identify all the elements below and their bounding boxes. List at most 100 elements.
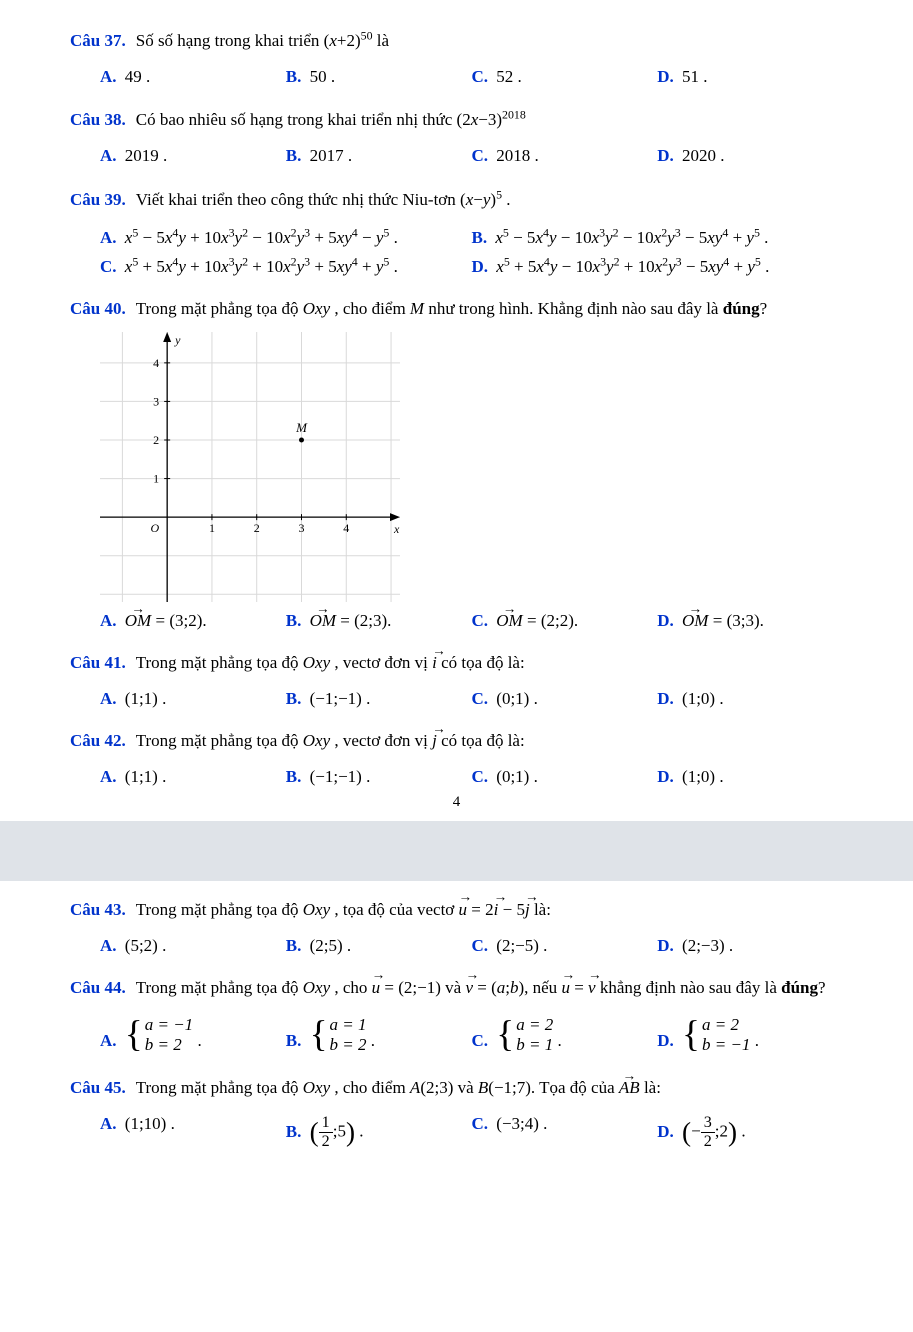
choice: C. (0;1) .: [472, 686, 658, 712]
choice-text: (2;−5) .: [496, 936, 547, 955]
choice-label: B.: [286, 936, 302, 955]
choice-label: C.: [472, 1114, 489, 1133]
choice-text: OM = (2;2).: [496, 611, 578, 630]
choice: D. OM = (3;3).: [657, 608, 843, 634]
choice: C. (2;−5) .: [472, 933, 658, 959]
svg-text:2: 2: [153, 433, 159, 447]
choice-text: (1;0) .: [682, 689, 724, 708]
choices: A. (1;1) .B. (−1;−1) .C. (0;1) .D. (1;0)…: [100, 686, 843, 712]
choices: A. x5 − 5x4y + 10x3y2 − 10x2y3 + 5xy4 − …: [100, 223, 843, 280]
question-text: Trong mặt phẳng tọa độ Oxy , cho u = (2;…: [136, 978, 826, 997]
choice: B. {a = 1b = 2 .: [286, 1010, 472, 1059]
question-label: Câu 40.: [70, 299, 126, 318]
question-label: Câu 41.: [70, 653, 126, 672]
choice: C. (0;1) .: [472, 764, 658, 790]
choice: D. (−32;2) .: [657, 1111, 843, 1154]
choice-text: (0;1) .: [496, 689, 538, 708]
choice: D. (2;−3) .: [657, 933, 843, 959]
choice: C. (−3;4) .: [472, 1111, 658, 1154]
question-text: Số số hạng trong khai triển (x+2)50 là: [136, 31, 389, 50]
choice-label: A.: [100, 611, 117, 630]
choice: D. {a = 2b = −1 .: [657, 1010, 843, 1059]
choice-label: A.: [100, 228, 117, 247]
page-gap: [0, 821, 913, 881]
choice-text: 2017 .: [310, 146, 353, 165]
choice: A. (1;1) .: [100, 764, 286, 790]
question-text: Trong mặt phẳng tọa độ Oxy , cho điểm A(…: [136, 1078, 661, 1097]
choice: B. (12;5) .: [286, 1111, 472, 1154]
question-text: Trong mặt phẳng tọa độ Oxy , tọa độ của …: [136, 900, 551, 919]
choice: B. 50 .: [286, 64, 472, 90]
choice: C. OM = (2;2).: [472, 608, 658, 634]
svg-text:2: 2: [254, 521, 260, 535]
choice-text: (1;1) .: [125, 767, 167, 786]
question-q44: Câu 44.Trong mặt phẳng tọa độ Oxy , cho …: [70, 974, 843, 1003]
page-number: 4: [70, 794, 843, 811]
choice-label: D.: [657, 146, 674, 165]
choice-label: B.: [472, 228, 488, 247]
choice: A. OM = (3;2).: [100, 608, 286, 634]
choice-label: D.: [657, 1031, 674, 1050]
question-label: Câu 38.: [70, 110, 126, 129]
choice: D. x5 + 5x4y − 10x3y2 + 10x2y3 − 5xy4 + …: [472, 251, 844, 280]
choice-text: (2;−3) .: [682, 936, 733, 955]
choice: A. {a = −1b = 2 .: [100, 1010, 286, 1059]
choice-label: C.: [100, 257, 117, 276]
choice: C. 52 .: [472, 64, 658, 90]
choice-label: D.: [657, 689, 674, 708]
choice-text: 2020 .: [682, 146, 725, 165]
choice-text: (−1;−1) .: [310, 689, 371, 708]
choice-text: OM = (2;3).: [310, 611, 392, 630]
svg-text:O: O: [150, 521, 159, 535]
choice-text: (−3;4) .: [496, 1114, 547, 1133]
svg-text:3: 3: [153, 394, 159, 408]
choice-text: x5 + 5x4y − 10x3y2 + 10x2y3 − 5xy4 + y5 …: [496, 257, 769, 276]
choice-text: (1;0) .: [682, 767, 724, 786]
choice-label: C.: [472, 767, 489, 786]
svg-text:3: 3: [298, 521, 304, 535]
choice: B. 2017 .: [286, 143, 472, 169]
svg-text:M: M: [295, 420, 308, 435]
choice-text: 50 .: [310, 67, 336, 86]
choice: B. (−1;−1) .: [286, 764, 472, 790]
choice-label: C.: [472, 146, 489, 165]
choices: A. (1;1) .B. (−1;−1) .C. (0;1) .D. (1;0)…: [100, 764, 843, 790]
question-q42: Câu 42.Trong mặt phẳng tọa độ Oxy , vect…: [70, 727, 843, 756]
choices: A. (1;10) .B. (12;5) .C. (−3;4) .D. (−32…: [100, 1111, 843, 1154]
question-text: Có bao nhiêu số hạng trong khai triển nh…: [136, 110, 526, 129]
choices: A. {a = −1b = 2 .B. {a = 1b = 2 .C. {a =…: [100, 1010, 843, 1059]
choice: C. {a = 2b = 1 .: [472, 1010, 658, 1059]
question-label: Câu 42.: [70, 731, 126, 750]
choice-text: (5;2) .: [125, 936, 167, 955]
choice-text: x5 − 5x4y + 10x3y2 − 10x2y3 + 5xy4 − y5 …: [125, 228, 398, 247]
question-label: Câu 39.: [70, 190, 126, 209]
choice-text: (1;1) .: [125, 689, 167, 708]
choice: B. OM = (2;3).: [286, 608, 472, 634]
choice: A. 2019 .: [100, 143, 286, 169]
svg-text:1: 1: [153, 471, 159, 485]
choice: A. 49 .: [100, 64, 286, 90]
svg-text:4: 4: [343, 521, 349, 535]
choice-text: (0;1) .: [496, 767, 538, 786]
question-q43: Câu 43.Trong mặt phẳng tọa độ Oxy , tọa …: [70, 896, 843, 925]
choice-text: (−1;−1) .: [310, 767, 371, 786]
svg-text:y: y: [174, 333, 181, 347]
choice: A. x5 − 5x4y + 10x3y2 − 10x2y3 + 5xy4 − …: [100, 223, 472, 252]
choice-label: D.: [657, 611, 674, 630]
choice-label: A.: [100, 689, 117, 708]
svg-text:x: x: [393, 522, 400, 536]
choice: D. 51 .: [657, 64, 843, 90]
question-label: Câu 37.: [70, 31, 126, 50]
choice-label: B.: [286, 146, 302, 165]
question-text: Viết khai triển theo công thức nhị thức …: [136, 190, 511, 209]
choice-label: B.: [286, 67, 302, 86]
choice-label: C.: [472, 1031, 489, 1050]
choice: D. (1;0) .: [657, 686, 843, 712]
question-text: Trong mặt phẳng tọa độ Oxy , vectơ đơn v…: [136, 653, 525, 672]
choice: C. 2018 .: [472, 143, 658, 169]
choice-label: A.: [100, 1114, 117, 1133]
choice-text: x5 + 5x4y + 10x3y2 + 10x2y3 + 5xy4 + y5 …: [125, 257, 398, 276]
question-text: Trong mặt phẳng tọa độ Oxy , cho điểm M …: [136, 299, 767, 318]
question-q41: Câu 41. Trong mặt phẳng tọa độ Oxy , vect…: [70, 649, 843, 678]
choice-label: D.: [657, 936, 674, 955]
